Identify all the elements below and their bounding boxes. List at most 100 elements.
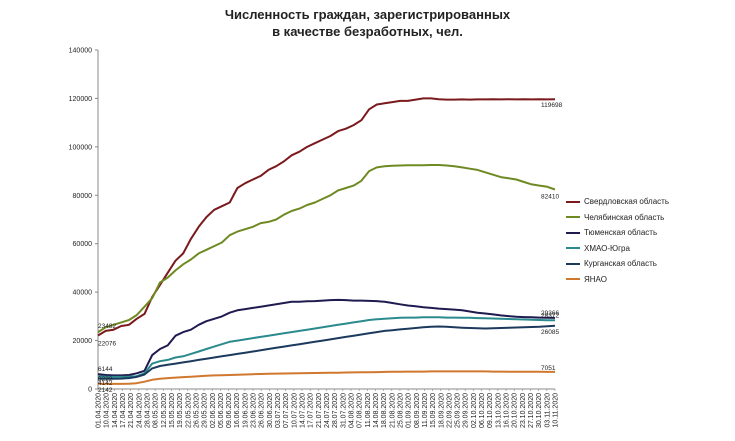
legend-item: Челябинская область <box>566 210 669 226</box>
x-tick-label: 15.09.2020 <box>430 393 437 428</box>
x-tick-label: 14.04.2020 <box>112 393 119 428</box>
legend-item: Курганская область <box>566 256 669 272</box>
x-tick-label: 26.05.2020 <box>193 393 200 428</box>
legend-item: Тюменская область <box>566 225 669 241</box>
chart-title-line-2: в качестве безработных, чел. <box>272 24 463 39</box>
y-tick-label: 100000 <box>69 144 92 151</box>
chart-legend: Свердловская область Челябинская область Т… <box>566 194 669 287</box>
x-tick-label: 22.09.2020 <box>446 393 453 428</box>
x-tick-label: 18.09.2020 <box>438 393 445 428</box>
legend-item: ЯНАО <box>566 272 669 288</box>
x-tick-label: 18.08.2020 <box>381 393 388 428</box>
x-tick-label: 21.08.2020 <box>389 393 396 428</box>
x-tick-label: 09.10.2020 <box>487 393 494 428</box>
x-tick-label: 17.07.2020 <box>308 393 315 428</box>
legend-swatch <box>566 216 580 219</box>
legend-swatch <box>566 200 580 203</box>
x-tick-label: 23.10.2020 <box>520 393 527 428</box>
x-tick-label: 20.10.2020 <box>512 393 519 428</box>
x-tick-label: 10.04.2020 <box>104 393 111 428</box>
x-tick-label: 29.05.2020 <box>202 393 209 428</box>
series-line-3 <box>97 298 556 377</box>
legend-item: ХМАО-Югра <box>566 241 669 257</box>
x-tick-label: 06.10.2020 <box>479 393 486 428</box>
x-tick-label: 17.04.2020 <box>120 393 127 428</box>
x-tick-label: 24.04.2020 <box>136 393 143 428</box>
x-tick-label: 11.08.2020 <box>365 393 372 428</box>
series-line-6 <box>97 370 555 385</box>
x-tick-label: 01.09.2020 <box>406 393 413 428</box>
x-tick-label: 22.05.2020 <box>185 393 192 428</box>
x-tick-label: 04.08.2020 <box>348 393 355 428</box>
legend-label: Челябинская область <box>584 212 665 222</box>
x-tick-label: 30.06.2020 <box>267 393 274 428</box>
series-line-4 <box>97 316 556 378</box>
x-tick-label: 03.07.2020 <box>275 393 282 428</box>
y-tick-label: 60000 <box>73 241 93 248</box>
chart-title: Численность граждан, зарегистрированных … <box>0 6 735 40</box>
x-tick-label: 28.07.2020 <box>332 393 339 428</box>
series-line-2 <box>97 164 556 333</box>
x-tick-label: 12.05.2020 <box>161 393 168 428</box>
end-data-label: 119698 <box>541 102 563 109</box>
x-tick-label: 14.08.2020 <box>373 393 380 428</box>
x-tick-label: 21.07.2020 <box>316 393 323 428</box>
x-tick-label: 25.09.2020 <box>455 393 462 428</box>
x-tick-label: 08.05.2020 <box>153 393 160 428</box>
x-tick-label: 03.11.2020 <box>544 393 551 428</box>
y-tick-label: 120000 <box>69 96 92 103</box>
x-tick-label: 05.06.2020 <box>218 393 225 428</box>
x-tick-label: 27.10.2020 <box>528 393 535 428</box>
x-tick-label: 16.10.2020 <box>504 393 511 428</box>
x-tick-label: 19.05.2020 <box>177 393 184 428</box>
y-tick-label: 20000 <box>73 338 93 345</box>
legend-item: Свердловская область <box>566 194 669 210</box>
legend-swatch <box>566 262 580 265</box>
x-tick-label: 16.06.2020 <box>234 393 241 428</box>
end-data-label: 28372 <box>541 312 559 319</box>
x-tick-label: 07.07.2020 <box>283 393 290 428</box>
x-tick-label: 30.10.2020 <box>536 393 543 428</box>
x-tick-label: 23.06.2020 <box>251 393 258 428</box>
legend-label: ХМАО-Югра <box>584 243 630 253</box>
end-data-label: 82410 <box>541 193 559 200</box>
legend-swatch <box>566 247 580 250</box>
start-data-label: 22076 <box>98 341 116 348</box>
start-data-label: 2142 <box>98 387 113 394</box>
x-tick-label: 21.04.2020 <box>128 393 135 428</box>
y-tick-label: 40000 <box>73 290 93 297</box>
x-tick-label: 09.06.2020 <box>226 393 233 428</box>
x-tick-label: 29.09.2020 <box>463 393 470 428</box>
end-data-label: 29366 <box>541 310 559 317</box>
x-tick-label: 19.06.2020 <box>242 393 249 428</box>
x-tick-label: 10.07.2020 <box>291 393 298 428</box>
series-line-1 <box>97 97 556 337</box>
legend-swatch <box>566 231 580 234</box>
legend-label: ЯНАО <box>584 274 607 284</box>
y-tick-label: 140000 <box>69 48 92 55</box>
start-data-label: 3222 <box>98 376 113 383</box>
y-tick-label: 80000 <box>73 193 93 200</box>
x-tick-label: 02.10.2020 <box>471 393 478 428</box>
x-tick-label: 14.07.2020 <box>300 393 307 428</box>
x-tick-label: 01.04.2020 <box>96 393 103 428</box>
x-tick-label: 25.08.2020 <box>397 393 404 428</box>
x-tick-label: 10.11.2020 <box>553 393 560 428</box>
chart-title-line-1: Численность граждан, зарегистрированных <box>224 7 511 22</box>
start-data-label: 6144 <box>98 366 113 373</box>
y-tick-label: 0 <box>88 387 92 394</box>
x-tick-label: 11.09.2020 <box>422 393 429 428</box>
x-tick-label: 26.06.2020 <box>259 393 266 428</box>
legend-swatch <box>566 278 580 281</box>
x-tick-label: 13.10.2020 <box>495 393 502 428</box>
x-tick-label: 02.06.2020 <box>210 393 217 428</box>
start-data-label: 23482 <box>98 323 116 330</box>
end-data-label: 26085 <box>541 329 559 336</box>
legend-label: Курганская область <box>584 259 657 269</box>
legend-label: Свердловская область <box>584 197 669 207</box>
x-tick-label: 28.04.2020 <box>144 393 151 428</box>
series-line-5 <box>97 324 556 380</box>
end-data-label: 7051 <box>541 365 556 372</box>
x-tick-label: 07.08.2020 <box>357 393 364 428</box>
